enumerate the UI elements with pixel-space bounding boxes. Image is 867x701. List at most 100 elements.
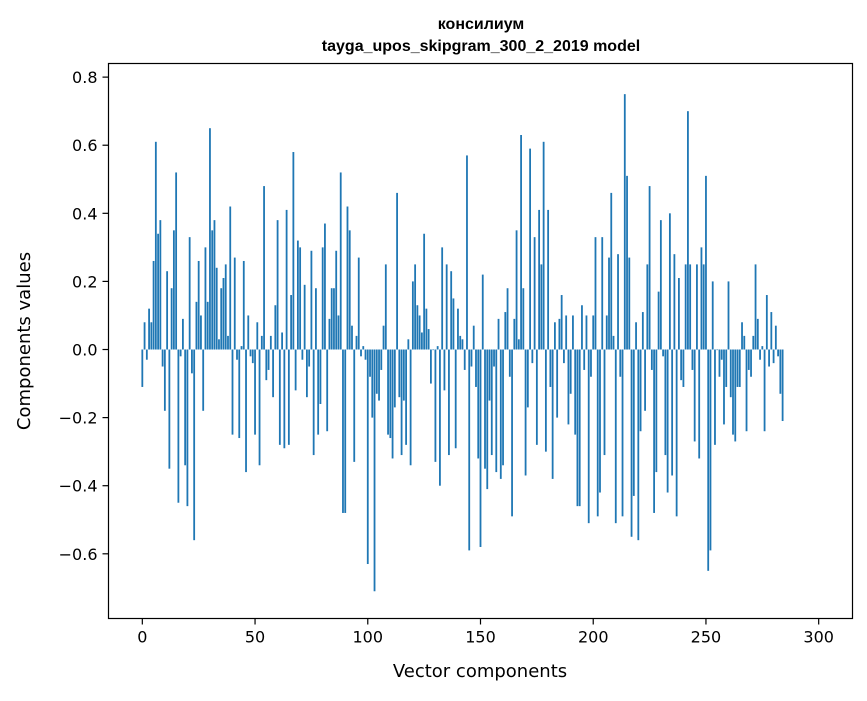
bar-47 (247, 315, 250, 350)
bar-157 (495, 349, 498, 473)
bar-245 (693, 349, 696, 442)
y-axis-ticks: −0.6 −0.4 −0.2 0.0 0.2 0.4 0.6 0.8 (59, 68, 109, 564)
bar-153 (486, 349, 489, 490)
bar-176 (538, 209, 541, 350)
bar-235 (671, 349, 674, 476)
bar-68 (294, 349, 297, 391)
bar-117 (405, 349, 407, 445)
bar-14 (172, 230, 175, 350)
y-axis-label: Components values (14, 252, 35, 430)
bar-281 (774, 325, 777, 350)
bar-174 (533, 237, 536, 350)
bar-275 (761, 346, 764, 350)
bar-33 (215, 267, 218, 350)
bar-18 (182, 318, 184, 350)
bar-118 (407, 339, 410, 350)
bar-5 (152, 260, 155, 350)
bar-207 (608, 257, 610, 350)
bar-45 (242, 260, 245, 350)
bar-143 (463, 349, 466, 370)
bar-77 (315, 288, 317, 350)
bar-28 (204, 247, 207, 350)
bar-231 (662, 349, 665, 357)
bar-268 (745, 349, 748, 432)
x-tick-label-200: 200 (578, 628, 609, 647)
bar-8 (159, 220, 162, 350)
bar-69 (296, 240, 299, 350)
bar-247 (698, 349, 701, 459)
bar-274 (759, 349, 761, 360)
bar-233 (666, 349, 669, 493)
bar-227 (653, 349, 655, 513)
bar-208 (610, 192, 613, 350)
bar-80 (321, 247, 324, 350)
bar-86 (335, 250, 338, 350)
bar-226 (650, 349, 653, 370)
bar-130 (434, 349, 437, 462)
plot-area-frame (107, 62, 854, 620)
bar-250 (705, 175, 707, 350)
bar-219 (635, 322, 637, 350)
bar-70 (299, 247, 302, 350)
bar-22 (191, 349, 193, 374)
bar-210 (614, 349, 617, 524)
bar-269 (747, 349, 750, 370)
bar-147 (472, 325, 475, 350)
bar-67 (292, 152, 295, 350)
bar-98 (362, 346, 365, 350)
bar-280 (772, 349, 775, 364)
bar-12 (168, 349, 171, 469)
bar-206 (605, 315, 608, 350)
bar-238 (678, 278, 680, 350)
bar-144 (466, 155, 468, 350)
bar-265 (738, 349, 741, 387)
bar-150 (479, 349, 482, 547)
bar-82 (326, 349, 329, 432)
bar-2 (145, 349, 148, 360)
bar-273 (756, 318, 759, 350)
bar-73 (306, 349, 308, 398)
bar-204 (601, 237, 604, 350)
bar-212 (619, 349, 622, 377)
bar-188 (565, 315, 568, 350)
bar-254 (714, 349, 716, 445)
bar-21 (188, 237, 191, 350)
bar-10 (163, 349, 166, 411)
bar-84 (330, 288, 333, 350)
bar-103 (373, 349, 376, 592)
bar-23 (193, 349, 196, 541)
bar-55 (265, 349, 268, 381)
bar-146 (470, 349, 473, 367)
bar-149 (477, 349, 480, 459)
chart-title: консилиум (438, 16, 525, 33)
bar-76 (312, 349, 315, 456)
bar-63 (283, 349, 286, 449)
bar-29 (206, 301, 209, 350)
bar-181 (549, 349, 552, 387)
bar-246 (696, 264, 698, 350)
bar-163 (508, 349, 511, 377)
bar-216 (628, 257, 631, 350)
bar-192 (574, 349, 577, 435)
bar-255 (716, 349, 719, 351)
bar-94 (353, 349, 356, 462)
bar-60 (276, 220, 279, 350)
bar-111 (391, 349, 394, 459)
bar-257 (720, 349, 723, 360)
bar-113 (396, 192, 398, 350)
bar-173 (531, 349, 534, 364)
bar-102 (371, 349, 374, 418)
bar-277 (765, 295, 768, 350)
bar-72 (303, 284, 306, 350)
bar-62 (281, 332, 283, 350)
bar-106 (380, 349, 383, 370)
bar-13 (170, 288, 173, 350)
bar-264 (736, 349, 739, 387)
bar-194 (578, 349, 581, 507)
bar-101 (369, 349, 371, 377)
bar-79 (319, 349, 322, 404)
bar-175 (535, 349, 538, 445)
bar-172 (529, 148, 531, 350)
bar-151 (481, 274, 484, 350)
